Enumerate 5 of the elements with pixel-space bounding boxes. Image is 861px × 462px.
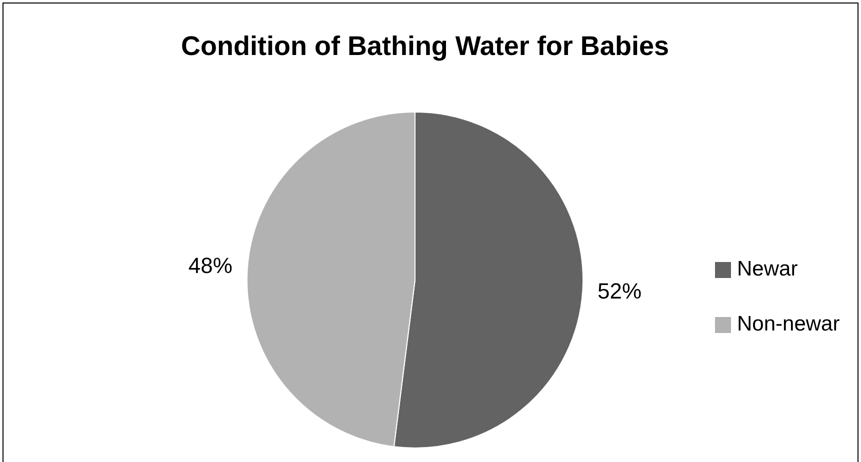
chart-title: Condition of Bathing Water for Babies	[181, 31, 669, 61]
data-label: 52%	[598, 278, 642, 304]
data-label: 48%	[188, 252, 232, 278]
legend-label: Newar	[737, 258, 798, 281]
legend-label: Non-newar	[737, 312, 840, 336]
